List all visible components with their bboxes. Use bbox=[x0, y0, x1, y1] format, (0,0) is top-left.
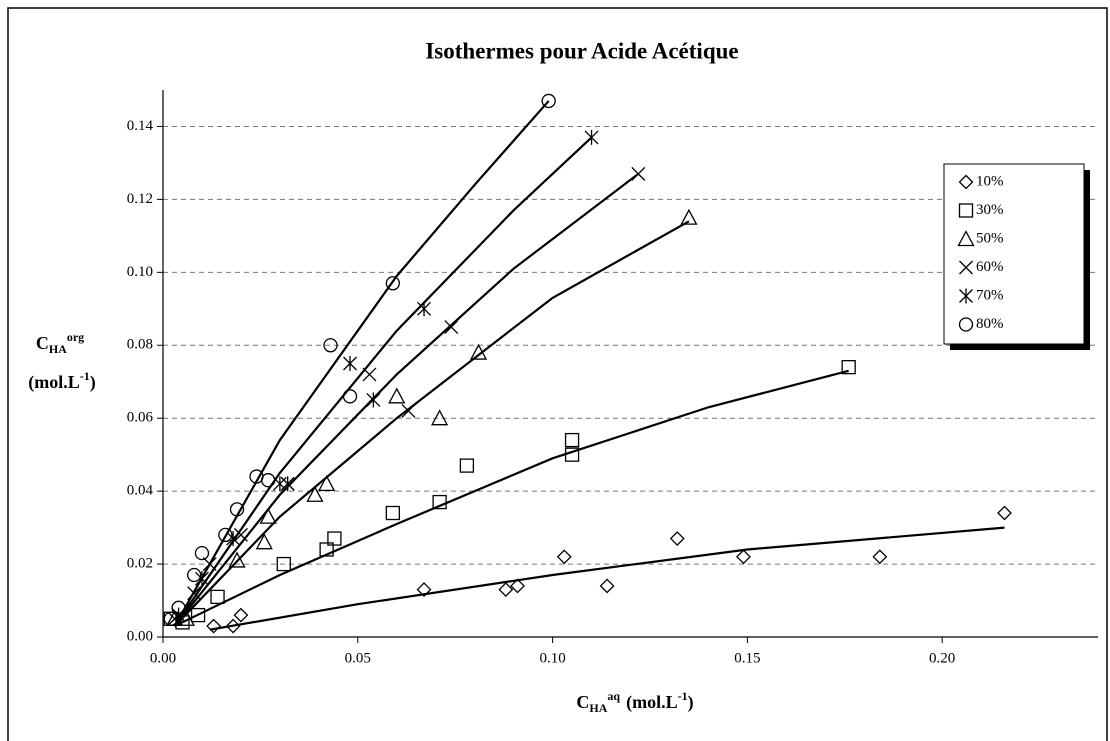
marker bbox=[194, 571, 209, 587]
y-tick-label: 0.00 bbox=[127, 628, 153, 644]
marker bbox=[444, 320, 459, 334]
marker bbox=[498, 582, 514, 598]
marker bbox=[228, 551, 246, 568]
legend-label: 60% bbox=[976, 259, 1004, 275]
marker bbox=[431, 409, 449, 426]
marker bbox=[385, 505, 401, 521]
marker bbox=[318, 474, 336, 491]
marker bbox=[225, 618, 241, 634]
marker bbox=[343, 356, 357, 371]
legend-label: 80% bbox=[976, 316, 1004, 332]
x-tick-label: 0.15 bbox=[734, 650, 760, 666]
fit-line bbox=[174, 369, 849, 628]
marker bbox=[958, 174, 974, 190]
legend: 10% 30% 50% 60% 70% 80% bbox=[943, 163, 1090, 350]
marker bbox=[366, 392, 381, 408]
y-tick-label: 0.08 bbox=[127, 337, 153, 353]
marker bbox=[306, 485, 324, 502]
legend-label: 70% bbox=[976, 287, 1004, 303]
marker bbox=[190, 607, 206, 623]
marker bbox=[206, 618, 222, 634]
y-tick-label: 0.06 bbox=[127, 410, 154, 426]
marker bbox=[997, 505, 1012, 521]
legend-box bbox=[943, 163, 1085, 345]
marker bbox=[259, 507, 277, 524]
marker bbox=[584, 129, 599, 145]
marker bbox=[187, 567, 202, 583]
chart-title: Isothermes pour Acide Acétique bbox=[425, 38, 738, 63]
marker bbox=[631, 166, 646, 181]
x-axis-label: CHAaq (mol.L-1) bbox=[576, 689, 693, 715]
marker bbox=[226, 531, 241, 547]
marker bbox=[202, 557, 217, 572]
marker bbox=[187, 586, 202, 601]
marker bbox=[171, 607, 186, 623]
legend-label: 10% bbox=[976, 173, 1004, 189]
marker bbox=[362, 367, 377, 382]
marker bbox=[327, 531, 342, 546]
marker bbox=[564, 447, 580, 462]
marker bbox=[541, 93, 556, 109]
marker bbox=[319, 542, 334, 557]
marker bbox=[163, 611, 178, 626]
fit-line bbox=[173, 220, 690, 627]
marker bbox=[957, 230, 975, 247]
marker bbox=[218, 527, 233, 543]
y-axis-unit: (mol.L-1) bbox=[28, 369, 96, 393]
x-tick-label: 0.05 bbox=[345, 650, 371, 666]
marker bbox=[958, 203, 974, 218]
legend-label: 30% bbox=[976, 202, 1004, 218]
marker bbox=[401, 403, 416, 418]
marker bbox=[959, 288, 973, 304]
x-tick-label: 0.20 bbox=[929, 650, 955, 666]
marker bbox=[194, 545, 210, 561]
marker bbox=[841, 359, 856, 375]
y-tick-label: 0.04 bbox=[127, 483, 154, 499]
marker bbox=[323, 338, 338, 353]
marker bbox=[261, 473, 276, 488]
marker bbox=[171, 600, 186, 615]
y-tick-label: 0.02 bbox=[127, 556, 153, 572]
marker bbox=[432, 494, 447, 510]
marker bbox=[958, 317, 974, 332]
marker bbox=[388, 387, 406, 404]
marker bbox=[233, 527, 248, 542]
y-tick-label: 0.14 bbox=[127, 118, 154, 134]
marker bbox=[276, 556, 291, 572]
x-tick-label: 0.10 bbox=[539, 650, 565, 666]
marker bbox=[280, 476, 295, 492]
marker bbox=[680, 208, 698, 225]
marker bbox=[233, 607, 249, 623]
marker bbox=[599, 578, 615, 594]
marker bbox=[564, 432, 580, 448]
y-tick-label: 0.12 bbox=[127, 191, 153, 207]
fit-line bbox=[209, 526, 1005, 631]
fit-line bbox=[173, 100, 550, 627]
legend-label: 50% bbox=[976, 230, 1004, 246]
marker bbox=[736, 549, 751, 565]
chart-frame bbox=[7, 7, 1108, 741]
marker bbox=[416, 582, 432, 598]
marker bbox=[872, 549, 888, 565]
x-tick-label: 0.00 bbox=[150, 650, 176, 666]
marker bbox=[417, 301, 431, 317]
y-tick-label: 0.10 bbox=[127, 264, 153, 280]
marker bbox=[255, 533, 273, 550]
marker bbox=[342, 389, 358, 404]
marker bbox=[959, 260, 973, 275]
y-axis-label: CHAorg bbox=[36, 330, 84, 356]
marker bbox=[459, 458, 475, 473]
marker bbox=[556, 549, 572, 565]
fit-line bbox=[173, 136, 593, 627]
marker bbox=[210, 589, 225, 605]
marker bbox=[669, 531, 685, 546]
marker bbox=[510, 578, 525, 594]
marker bbox=[229, 502, 245, 517]
marker bbox=[385, 276, 401, 291]
marker bbox=[469, 343, 488, 360]
